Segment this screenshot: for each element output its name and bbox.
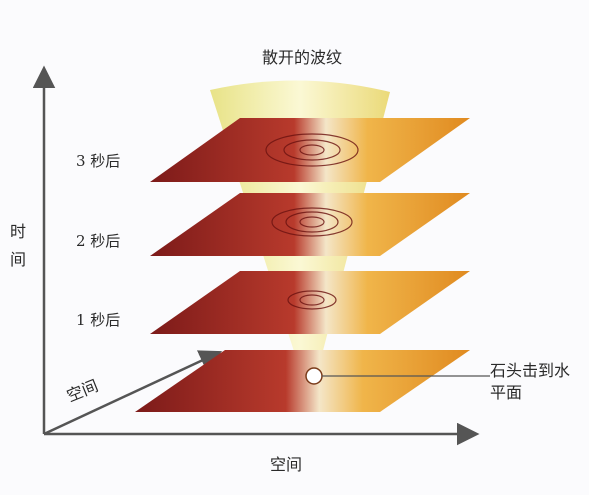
- layer-label-1s: 1 秒后: [76, 311, 121, 329]
- diagram-title: 散开的波纹: [262, 48, 343, 67]
- plane-impact: [135, 350, 470, 412]
- time-axis-label: 时间: [10, 222, 27, 269]
- ripple-rings-3s: [265, 133, 359, 167]
- layer-label-3s: 3 秒后: [76, 152, 121, 170]
- plane-2s: [150, 193, 470, 256]
- space-axis-diagonal: [43, 350, 223, 436]
- space-axis-horizontal-label: 空间: [270, 455, 303, 474]
- stone-label: 石头击到水平面: [490, 361, 571, 402]
- plane-1s: [150, 271, 470, 334]
- plane-3s: [150, 118, 470, 182]
- ripple-rings-2s: [271, 207, 353, 237]
- stone-impact-dot: [305, 367, 323, 385]
- ripple-rings-1s: [287, 290, 337, 310]
- layer-label-2s: 2 秒后: [76, 232, 121, 250]
